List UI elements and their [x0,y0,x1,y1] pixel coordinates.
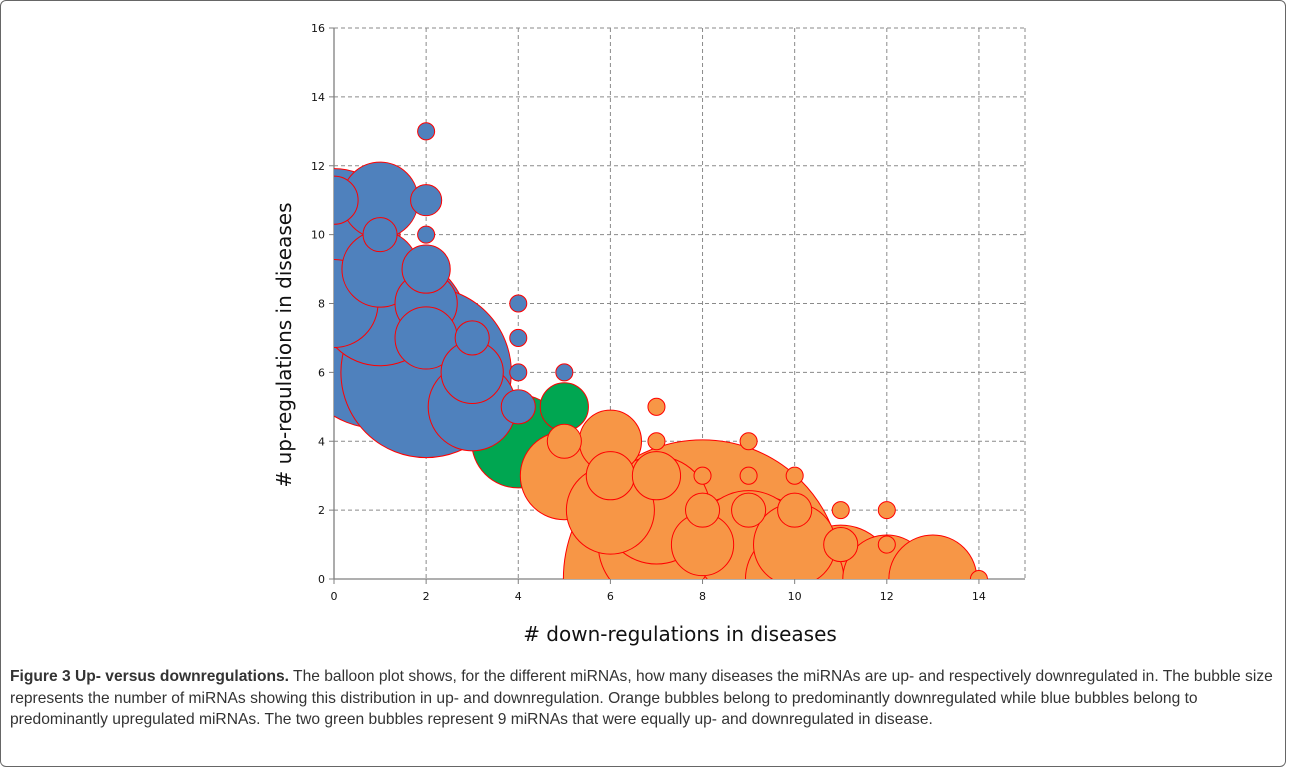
balloon-plot: 0 2 4 6 8 10 12 14 0 2 4 6 8 10 12 14 16 [311,22,1026,603]
bubble-orange [647,397,666,416]
bubble-blue [500,389,536,425]
bubble-orange [831,501,850,520]
y-tick-label: 2 [318,504,325,517]
bubble-blue [454,320,490,356]
bubbles [334,122,988,579]
bubble-orange [823,527,859,563]
bubble-blue [555,363,574,382]
bubble-blue [410,184,443,217]
y-axis-label: # up-regulations in diseases [272,202,296,488]
bubble-orange [546,423,582,459]
bubble-orange [777,492,813,528]
bubble-orange [888,534,978,579]
bubble-orange [785,466,804,485]
y-tick-label: 10 [311,229,325,242]
y-tick-label: 14 [311,91,325,104]
x-tick-label: 6 [607,590,614,603]
tick-labels: 0 2 4 6 8 10 12 14 0 2 4 6 8 10 12 14 16 [311,22,986,603]
bubble-blue [509,363,528,382]
bubble-orange [877,535,896,554]
bubble-orange [585,451,636,501]
bubble-green [539,382,589,432]
caption-label: Figure 3 Up- versus downregulations. [10,668,289,685]
y-tick-label: 8 [318,298,325,311]
bubble-blue [334,175,359,225]
bubble-blue [509,328,528,347]
x-axis-label: # down-regulations in diseases [523,622,837,646]
y-tick-label: 6 [318,366,325,379]
bubble-blue [417,225,436,244]
y-tick-label: 4 [318,435,325,448]
bubble-orange [647,432,666,451]
x-tick-label: 0 [331,590,338,603]
bubble-blue [362,217,398,253]
caption-text: The balloon plot shows, for the differen… [10,668,1273,728]
bubble-blue [401,244,451,294]
x-tick-label: 12 [880,590,894,603]
x-tick-label: 14 [972,590,986,603]
bubble-orange [731,492,767,528]
y-tick-label: 12 [311,160,325,173]
bubble-orange [693,466,712,485]
bubble-blue [417,122,436,141]
x-tick-label: 4 [515,590,522,603]
figure-caption: Figure 3 Up- versus downregulations. The… [10,666,1278,731]
bubble-blue [509,294,528,313]
bubble-orange [877,501,896,520]
x-tick-label: 10 [788,590,802,603]
bubble-orange [739,466,758,485]
bubble-orange [739,432,758,451]
bubble-orange [631,451,682,501]
bubble-orange [684,492,721,528]
bubble-orange [969,569,988,579]
y-tick-label: 16 [311,22,325,35]
x-tick-label: 2 [423,590,430,603]
y-tick-label: 0 [318,573,325,586]
x-tick-label: 8 [699,590,706,603]
